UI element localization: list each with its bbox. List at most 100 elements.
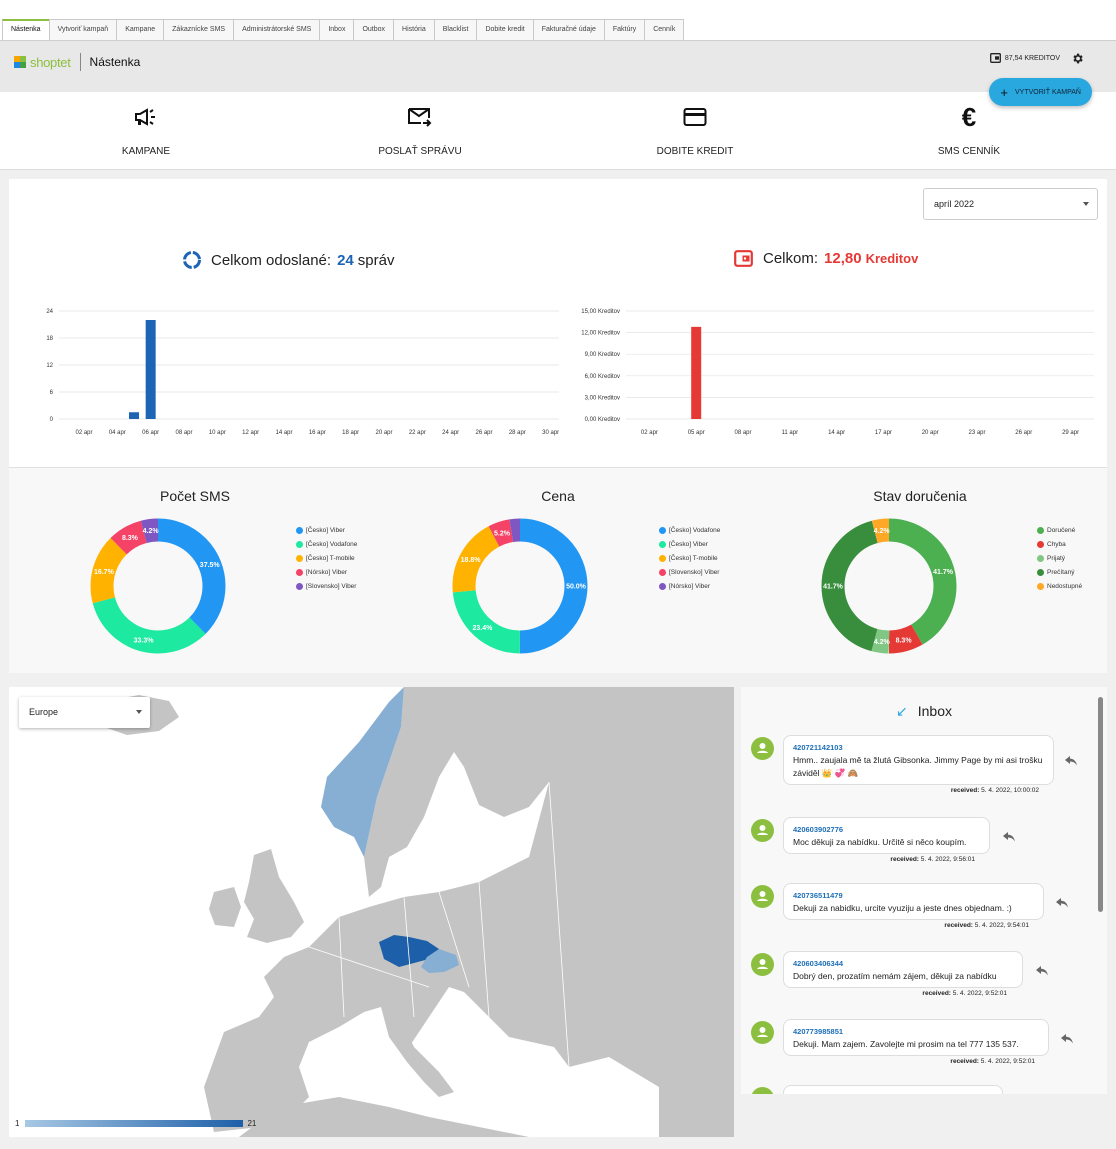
x-tick-label: 20 apr [922, 430, 939, 436]
reply-icon[interactable] [1003, 829, 1015, 847]
received-timestamp: received: 5. 4. 2022, 9:52:01 [922, 990, 1007, 997]
tab-blacklist[interactable]: Blacklist [433, 19, 478, 40]
legend-label: Doručené [1047, 527, 1076, 535]
x-tick-label: 30 apr [542, 430, 559, 436]
tab-nastenka[interactable]: Nástenka [2, 19, 50, 40]
tab-faktury[interactable]: Faktúry [603, 19, 646, 40]
quick-action-dobite-kredit[interactable]: DOBITE KREDIT [620, 104, 770, 157]
tab-bar: Nástenka Vytvoriť kampaň Kampane Zákazní… [2, 19, 685, 40]
legend-swatch [296, 541, 303, 549]
tab-dobite-kredit[interactable]: Dobite kredit [476, 19, 534, 40]
region-select[interactable]: Europe [19, 697, 150, 728]
uk-region [244, 849, 304, 943]
tab-fakturacne-udaje[interactable]: Fakturačné údaje [532, 19, 605, 40]
reply-icon[interactable] [1061, 1031, 1073, 1049]
legend-label: Chyba [1047, 541, 1066, 549]
europe-map[interactable] [9, 687, 734, 1137]
sender-number[interactable]: 420721142103 [793, 743, 843, 752]
tab-cennik[interactable]: Cenník [644, 19, 685, 40]
legend-item[interactable]: Nedostupné [1037, 579, 1082, 593]
legend-item[interactable]: [Slovensko] Viber [659, 565, 720, 579]
sender-number[interactable]: 420603406344 [793, 959, 844, 968]
y-tick-label: 15,00 Kreditov [581, 309, 620, 315]
sender-number[interactable]: 420736511479 [793, 891, 843, 900]
chevron-down-icon [1083, 202, 1089, 206]
region-select-value: Europe [29, 707, 59, 717]
donut-slice[interactable] [90, 518, 226, 654]
legend-item[interactable]: [Česko] Vodafone [659, 524, 720, 538]
tab-inbox[interactable]: Inbox [319, 19, 355, 40]
gear-icon[interactable] [1071, 52, 1084, 70]
legend-item[interactable]: [Česko] T-mobile [296, 552, 357, 566]
pie-title-delivery-status: Stav doručenia [873, 488, 967, 504]
tab-outbox[interactable]: Outbox [353, 19, 395, 40]
inbox-header: ↙ Inbox [741, 703, 1107, 720]
legend-item[interactable]: [Česko] T-mobile [659, 552, 720, 566]
quick-action-label: SMS CENNÍK [937, 146, 1001, 157]
reply-icon[interactable] [1056, 895, 1068, 913]
donut-slice[interactable] [452, 518, 588, 654]
legend-item[interactable]: [Česko] Viber [659, 538, 720, 552]
donut-slice[interactable] [821, 518, 957, 654]
legend-item[interactable]: Prečítaný [1037, 565, 1082, 579]
x-tick-label: 20 apr [375, 430, 392, 436]
credit-balance[interactable]: 87,54 KREDITOV [989, 53, 1060, 63]
tab-administratorske-sms[interactable]: Administrátorské SMS [233, 19, 321, 40]
legend-item[interactable]: [Česko] Viber [296, 524, 357, 538]
legend-label: [Česko] Vodafone [306, 541, 358, 549]
legend-swatch [659, 527, 666, 535]
legend-item[interactable]: Doručené [1037, 524, 1082, 538]
create-campaign-button[interactable]: + VYTVORIŤ KAMPAŇ [989, 78, 1092, 106]
plus-icon: + [1000, 84, 1008, 100]
legend-item[interactable]: Chyba [1037, 538, 1082, 552]
donut-slice[interactable] [821, 518, 957, 654]
tab-historia[interactable]: História [393, 19, 435, 40]
reply-icon[interactable] [1036, 963, 1048, 981]
bar[interactable] [145, 320, 156, 419]
tab-kampane[interactable]: Kampane [116, 19, 165, 40]
donut-slice[interactable] [452, 518, 588, 654]
quick-action-kampane[interactable]: KAMPANE [71, 104, 221, 157]
tab-zakaznicke-sms[interactable]: Zákaznícke SMS [163, 19, 235, 40]
tab-vytvorit-kampan[interactable]: Vytvoriť kampaň [48, 19, 118, 40]
donut-slice[interactable] [821, 518, 957, 654]
quick-action-poslat-spravu[interactable]: POSLAŤ SPRÁVU [345, 104, 495, 157]
month-select[interactable]: apríl 2022 [923, 188, 1098, 220]
sender-number[interactable]: 420773985851 [793, 1027, 844, 1036]
inbox-scrollbar[interactable] [1098, 697, 1103, 912]
x-tick-label: 14 apr [828, 430, 845, 436]
legend-label: [Česko] Viber [669, 541, 708, 549]
legend-label: [Česko] T-mobile [306, 554, 355, 562]
donut-slice[interactable] [90, 518, 226, 654]
legend-swatch [1037, 541, 1044, 549]
bar[interactable] [129, 412, 139, 419]
legend-item[interactable]: [Slovensko] Viber [296, 579, 357, 593]
legend-label: Prečítaný [1047, 568, 1075, 576]
y-tick-label: 3,00 Kreditov [585, 395, 620, 401]
y-tick-label: 24 [46, 309, 53, 315]
legend-item[interactable]: [Nórsko] Viber [659, 579, 720, 593]
slice-label: 8.3% [896, 638, 913, 645]
legend-swatch [659, 582, 666, 590]
received-time: 5. 4. 2022, 9:52:01 [952, 990, 1007, 997]
progress-ring-icon [183, 251, 201, 269]
message-text: Dekuji za nabidku, urcite vyuziju a jest… [793, 903, 1012, 913]
legend-item[interactable]: Prijatý [1037, 552, 1082, 566]
received-label: received: [890, 856, 919, 863]
scale-gradient [25, 1120, 244, 1127]
sender-number[interactable]: 420603902776 [793, 825, 844, 834]
italy-region [381, 1007, 454, 1097]
x-tick-label: 04 apr [109, 430, 126, 436]
bar[interactable] [691, 326, 702, 419]
legend-item[interactable]: [Nórsko] Viber [296, 565, 357, 579]
y-tick-label: 12 [46, 363, 53, 369]
quick-action-sms-cennik[interactable]: € SMS CENNÍK [894, 102, 1044, 158]
slice-label: 41.7% [933, 569, 954, 576]
legend-swatch [659, 541, 666, 549]
reply-icon[interactable] [1065, 753, 1077, 771]
brand: shoptet Nástenka [14, 53, 140, 71]
legend-item[interactable]: [Česko] Vodafone [296, 538, 357, 552]
donut-slice[interactable] [90, 518, 226, 654]
y-tick-label: 18 [46, 336, 53, 342]
legend-swatch [1037, 554, 1044, 562]
